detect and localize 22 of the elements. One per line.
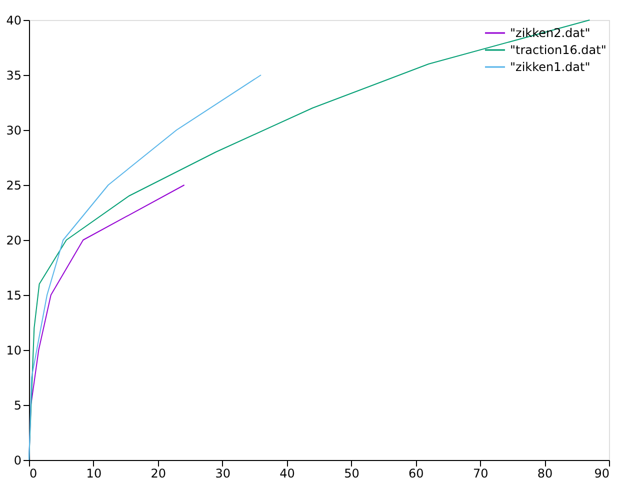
y-tick-label: 20: [6, 234, 22, 248]
x-tick-label: 90: [594, 466, 610, 480]
y-tick-label: 0: [14, 454, 22, 468]
y-tick-label: 25: [6, 178, 22, 192]
line-series: [28, 74, 262, 460]
y-tick-label: 40: [6, 14, 22, 28]
y-tick-label: 35: [6, 68, 22, 82]
y-tick-label: 30: [6, 124, 22, 138]
legend-label: "zikken1.dat": [510, 60, 590, 74]
x-tick-label: 70: [472, 466, 488, 480]
x-tick-label: 50: [344, 466, 360, 480]
y-tick-label: 5: [14, 398, 22, 412]
x-tick-label: 10: [86, 466, 102, 480]
x-tick-label: 20: [150, 466, 166, 480]
x-tick-label: 30: [215, 466, 230, 480]
x-tick-label: 0: [30, 466, 38, 480]
y-tick-label: 10: [6, 344, 22, 358]
y-tick-label: 15: [6, 288, 22, 302]
legend-label: "traction16.dat": [510, 43, 606, 57]
x-tick-label: 60: [408, 466, 424, 480]
x-tick-label: 80: [537, 466, 553, 480]
x-tick-label: 40: [280, 466, 295, 480]
